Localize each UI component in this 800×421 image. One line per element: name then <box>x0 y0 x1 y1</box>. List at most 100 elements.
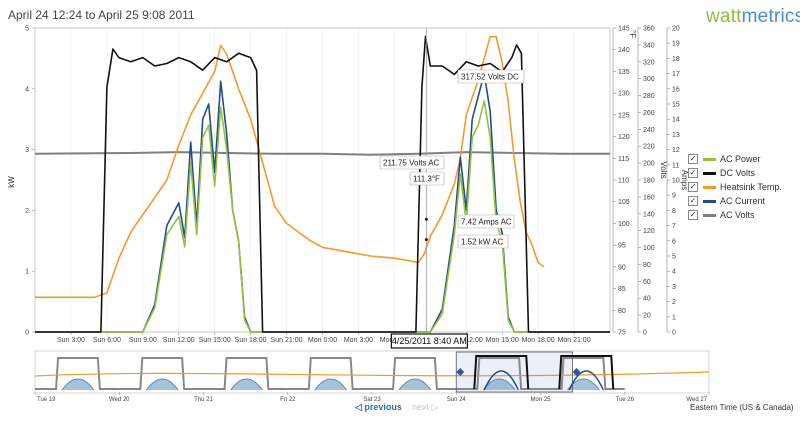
legend-checkbox[interactable]: ✓ <box>688 182 698 192</box>
fahrenheit-tick-label: 85 <box>618 286 626 293</box>
fahrenheit-tick-label: 115 <box>618 156 629 163</box>
navigator-temp <box>34 371 710 377</box>
time-tick-label: Mon 0:00 <box>308 337 337 344</box>
amps-tick-label: 10 <box>672 178 680 185</box>
volts-tick-label: 360 <box>643 26 655 33</box>
legend-item[interactable]: ✓ AC Volts <box>688 208 782 222</box>
legend-label: Heatsink Temp. <box>720 182 782 192</box>
legend-item[interactable]: ✓ AC Power <box>688 152 782 166</box>
volts-tick-label: 100 <box>643 245 655 252</box>
legend-checkbox[interactable]: ✓ <box>688 154 698 164</box>
fahrenheit-tick-label: 145 <box>618 26 630 33</box>
amps-tick-label: 17 <box>672 71 680 78</box>
volts-tick-label: 340 <box>643 42 655 49</box>
pager: ◁ previous next ▷ <box>355 402 438 413</box>
amps-tick-label: 6 <box>672 238 676 245</box>
fahrenheit-tick-label: 140 <box>618 47 630 54</box>
next-button[interactable]: next ▷ <box>411 402 439 412</box>
legend-item[interactable]: ✓ DC Volts <box>688 166 782 180</box>
legend-checkbox[interactable]: ✓ <box>688 196 698 206</box>
navigator-day-label: Fri 22 <box>280 397 296 403</box>
previous-button[interactable]: ◁ previous <box>355 402 402 412</box>
volts-tick-label: 0 <box>643 330 647 337</box>
amps-tick-label: 3 <box>672 284 676 291</box>
amps-tick-label: 19 <box>672 41 680 48</box>
navigator-labels: Tue 19 Wed 20 Thu 21 Fri 22 Sat 23 Sun 24 Mon … <box>34 392 710 403</box>
legend-label: DC Volts <box>720 168 756 178</box>
series-heatsink-temp <box>35 35 545 299</box>
volts-tick-label: 320 <box>643 59 655 66</box>
navigator-power <box>398 378 432 391</box>
series-ac-power <box>35 100 610 333</box>
timezone-label: Eastern Time (US & Canada) <box>690 403 794 412</box>
volts-tick-label: 220 <box>643 144 655 151</box>
navigator <box>34 351 710 393</box>
volts-axis-label: Volts <box>659 161 668 178</box>
navigator-handle-left[interactable] <box>456 368 465 376</box>
amps-tick-label: 4 <box>672 269 676 276</box>
tooltip-ac-volts: 211.75 Volts AC <box>379 155 445 170</box>
navigator-handle-right[interactable] <box>572 368 581 376</box>
fahrenheit-tick-label: 80 <box>618 308 626 315</box>
navigator-day-label: Mon 25 <box>530 397 551 403</box>
amps-tick-label: 11 <box>672 162 679 169</box>
amps-tick-label: 5 <box>672 254 676 261</box>
time-axis: Sun 3:00 Sun 6:00 Sun 9:00 Sun 12:00 Sun 15:… <box>57 332 591 344</box>
tooltip-kw: 1.52 kW AC <box>457 234 509 249</box>
kw-tick-label: 5 <box>25 26 29 33</box>
legend-item[interactable]: ✓ Heatsink Temp. <box>688 180 782 194</box>
navigator-selected-dc <box>473 355 615 390</box>
fahrenheit-tick-label: 130 <box>618 91 630 98</box>
navigator-day-label: Thu 21 <box>194 397 213 403</box>
tooltip-temp-text: 111.3°F <box>413 175 440 184</box>
navigator-power <box>61 378 95 391</box>
time-tick-label: Sun 12:00 <box>163 337 195 344</box>
tooltip-time-text: 4/25/2011 8:40 AM <box>392 336 467 346</box>
fahrenheit-tick-label: 100 <box>618 221 630 228</box>
amps-tick-label: 18 <box>672 56 680 63</box>
volts-tick-label: 20 <box>643 313 651 320</box>
time-tick-label: Sun 3:00 <box>57 337 85 344</box>
navigator-day-label: Tue 26 <box>616 397 635 403</box>
tooltip-ac-volts-text: 211.75 Volts AC <box>383 159 440 168</box>
amps-tick-label: 1 <box>672 314 676 321</box>
navigator-volts <box>372 357 457 390</box>
volts-tick-label: 280 <box>643 93 655 100</box>
amps-tick-label: 13 <box>672 132 680 139</box>
time-tick-label: Sun 18:00 <box>235 337 267 344</box>
series-dc-volts <box>35 35 610 333</box>
navigator-power <box>230 378 263 391</box>
tooltip-temp-box <box>409 171 445 186</box>
legend-checkbox[interactable]: ✓ <box>688 168 698 178</box>
kw-tick-label: 0 <box>25 330 29 337</box>
tooltip-amps-box <box>457 214 515 229</box>
series-layer <box>34 35 610 333</box>
fahrenheit-tick-label: 75 <box>618 330 626 337</box>
tooltip-kw-text: 1.52 kW AC <box>461 238 503 247</box>
volts-tick-label: 180 <box>643 178 655 185</box>
volts-tick-label: 300 <box>643 76 655 83</box>
kw-tick-label: 2 <box>25 208 29 215</box>
legend-swatch <box>703 199 716 203</box>
volts-axis: 0 20 40 60 80 100 120 140 160 180 200 220 240 260 280 3… <box>637 26 668 337</box>
volts-tick-label: 140 <box>643 211 655 218</box>
amps-tick-label: 8 <box>672 208 676 215</box>
time-tick-label: Mon 21:00 <box>558 337 591 344</box>
fahrenheit-tick-label: 120 <box>618 134 630 141</box>
kw-axis-label: kW <box>7 176 16 188</box>
amps-axis-label: Amps <box>680 170 689 190</box>
tooltip-ac-volts-box <box>379 155 445 170</box>
legend-item[interactable]: ✓ AC Current <box>688 194 782 208</box>
tooltip-dc-volts-text: 317.52 Volts DC <box>461 73 519 82</box>
volts-tick-label: 60 <box>643 279 651 286</box>
navigator-volts <box>456 357 541 390</box>
navigator-volts <box>119 357 204 390</box>
amps-tick-label: 7 <box>672 223 676 230</box>
cursor-marker <box>424 238 428 242</box>
navigator-power <box>145 378 179 391</box>
navigator-power <box>314 378 348 391</box>
legend-checkbox[interactable]: ✓ <box>688 210 698 220</box>
legend-label: AC Power <box>720 154 761 164</box>
wattmetrics-logo[interactable]: wattmetrics <box>706 6 800 27</box>
